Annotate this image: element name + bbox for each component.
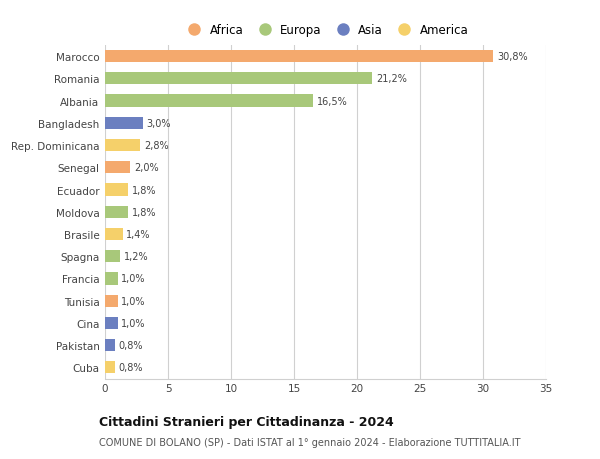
Bar xyxy=(105,73,372,85)
Bar xyxy=(105,140,140,152)
Text: Cittadini Stranieri per Cittadinanza - 2024: Cittadini Stranieri per Cittadinanza - 2… xyxy=(99,415,394,428)
Text: 1,8%: 1,8% xyxy=(131,207,156,217)
Bar xyxy=(105,362,115,374)
Text: 30,8%: 30,8% xyxy=(497,52,527,62)
Text: 1,0%: 1,0% xyxy=(121,274,146,284)
Text: 16,5%: 16,5% xyxy=(317,96,347,106)
Bar xyxy=(105,229,122,241)
Bar xyxy=(105,51,493,63)
Text: 3,0%: 3,0% xyxy=(146,118,171,129)
Bar xyxy=(105,206,128,218)
Legend: Africa, Europa, Asia, America: Africa, Europa, Asia, America xyxy=(182,24,469,37)
Text: 2,8%: 2,8% xyxy=(144,141,169,151)
Text: 2,0%: 2,0% xyxy=(134,163,158,173)
Text: 1,4%: 1,4% xyxy=(127,230,151,240)
Text: 0,8%: 0,8% xyxy=(119,363,143,373)
Bar xyxy=(105,273,118,285)
Bar xyxy=(105,339,115,352)
Text: COMUNE DI BOLANO (SP) - Dati ISTAT al 1° gennaio 2024 - Elaborazione TUTTITALIA.: COMUNE DI BOLANO (SP) - Dati ISTAT al 1°… xyxy=(99,437,521,447)
Text: 1,8%: 1,8% xyxy=(131,185,156,195)
Bar xyxy=(105,184,128,196)
Text: 1,2%: 1,2% xyxy=(124,252,149,262)
Bar xyxy=(105,95,313,107)
Text: 21,2%: 21,2% xyxy=(376,74,407,84)
Bar xyxy=(105,317,118,329)
Text: 1,0%: 1,0% xyxy=(121,318,146,328)
Bar xyxy=(105,295,118,307)
Bar xyxy=(105,118,143,129)
Bar xyxy=(105,251,120,263)
Text: 0,8%: 0,8% xyxy=(119,341,143,350)
Text: 1,0%: 1,0% xyxy=(121,296,146,306)
Bar xyxy=(105,162,130,174)
